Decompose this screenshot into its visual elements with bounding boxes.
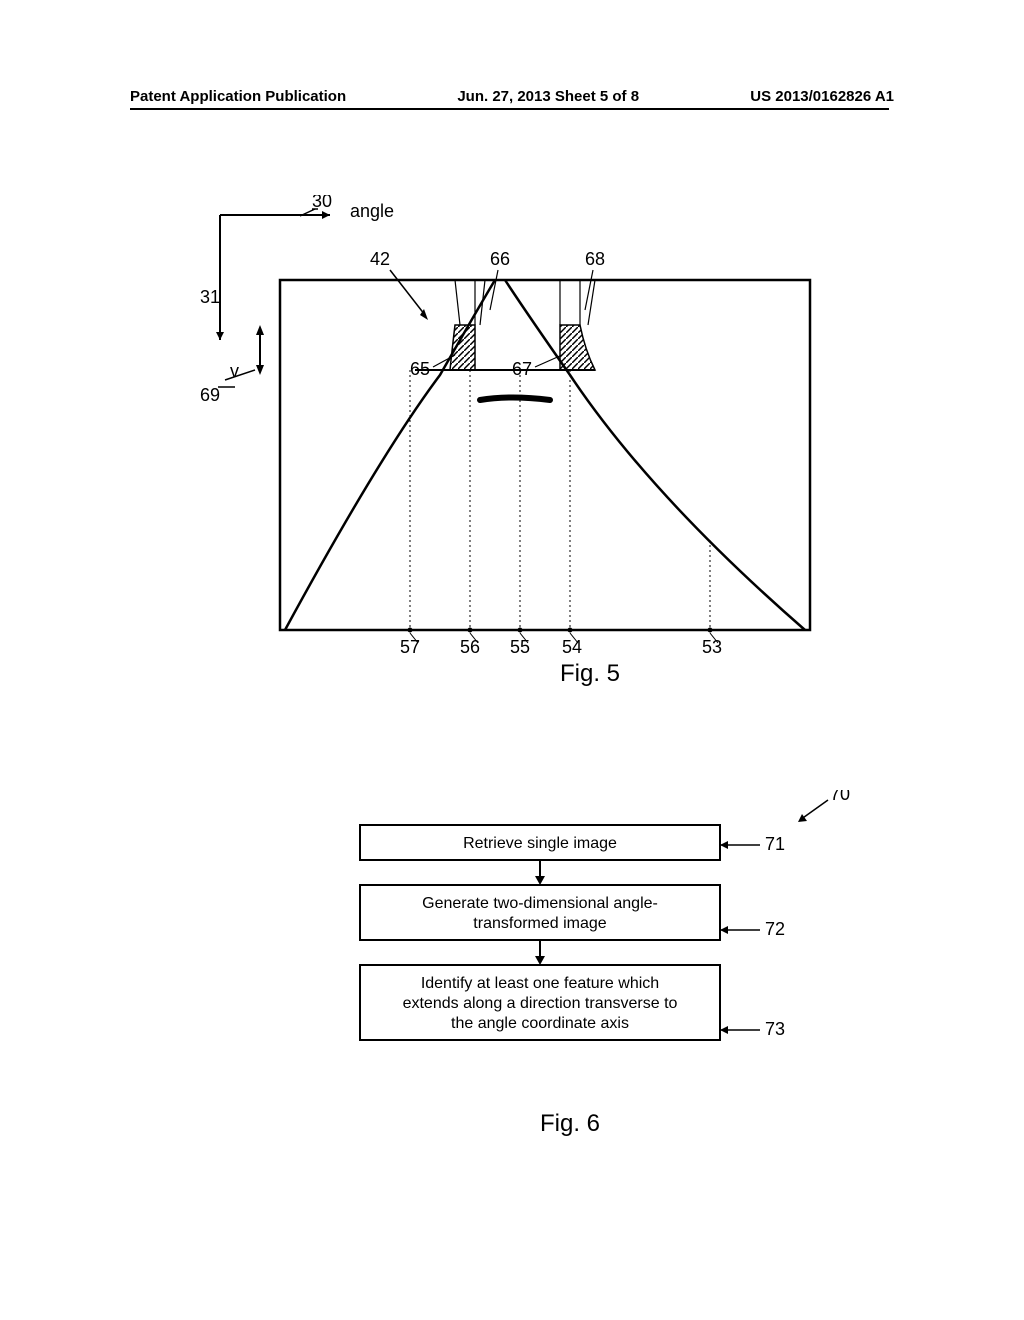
figure-6: 70 Retrieve single image 71 Generate two… xyxy=(300,790,810,1090)
label-53: 53 xyxy=(702,637,722,657)
label-56: 56 xyxy=(460,637,480,657)
label-67: 67 xyxy=(512,359,532,379)
label-65: 65 xyxy=(410,359,430,379)
label-angle: angle xyxy=(350,201,394,221)
label-66: 66 xyxy=(490,249,510,269)
fig6-svg: 70 Retrieve single image 71 Generate two… xyxy=(300,790,850,1090)
label-68: 68 xyxy=(585,249,605,269)
step3-line2: extends along a direction transverse to xyxy=(403,995,678,1012)
label-72: 72 xyxy=(765,919,785,939)
step1-text: Retrieve single image xyxy=(463,835,617,852)
patent-header: Patent Application Publication Jun. 27, … xyxy=(0,88,1024,105)
fig5-svg: 30 angle 31 v 69 57 xyxy=(200,195,820,675)
label-69: 69 xyxy=(200,385,220,405)
fig6-caption: Fig. 6 xyxy=(540,1110,600,1138)
figure-5: 30 angle 31 v 69 57 xyxy=(200,195,820,675)
label-57: 57 xyxy=(400,637,420,657)
label-71: 71 xyxy=(765,834,785,854)
step3-line3: the angle coordinate axis xyxy=(451,1015,629,1032)
header-divider xyxy=(130,108,889,110)
fig5-caption: Fig. 5 xyxy=(560,660,620,688)
step2-line2: transformed image xyxy=(473,915,606,932)
label-42: 42 xyxy=(370,249,390,269)
header-left: Patent Application Publication xyxy=(130,88,346,105)
step3-line1: Identify at least one feature which xyxy=(421,975,659,992)
label-31: 31 xyxy=(200,287,220,307)
header-right: US 2013/0162826 A1 xyxy=(750,88,894,105)
step2-line1: Generate two-dimensional angle- xyxy=(422,895,658,912)
label-70: 70 xyxy=(830,790,850,804)
header-center: Jun. 27, 2013 Sheet 5 of 8 xyxy=(457,88,639,105)
label-54: 54 xyxy=(562,637,582,657)
label-73: 73 xyxy=(765,1019,785,1039)
label-55: 55 xyxy=(510,637,530,657)
